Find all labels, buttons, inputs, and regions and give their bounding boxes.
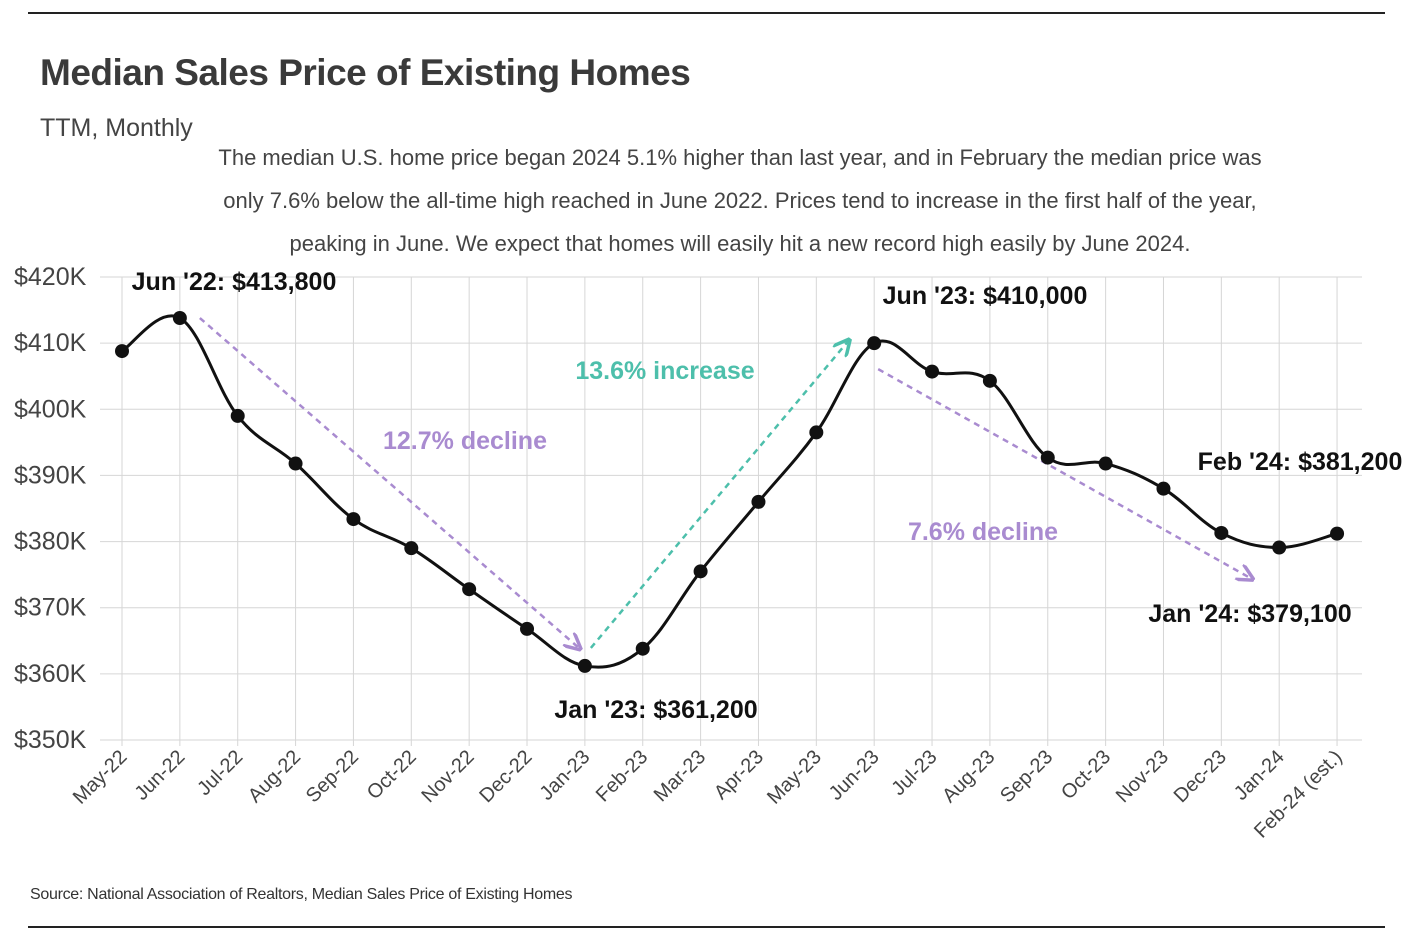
data-point [1098,456,1113,471]
trend-arrow [877,368,1251,578]
x-tick-label: May-23 [763,746,826,809]
x-tick-label: Sep-23 [996,746,1057,807]
data-point [809,425,824,440]
x-tick-label: Dec-22 [475,746,536,807]
data-point [1272,540,1287,555]
data-point [867,336,882,351]
data-callout: Jun '23: $410,000 [883,282,1088,310]
data-point [982,373,997,388]
x-tick-label: Mar-23 [650,746,710,806]
source-note: Source: National Association of Realtors… [30,886,573,903]
data-callout: Feb '24: $381,200 [1198,448,1403,476]
x-tick-label: Apr-23 [710,746,768,804]
data-point [115,344,129,359]
trend-label: 7.6% decline [908,518,1058,546]
trend-arrow [589,341,848,649]
y-tick-label: $350K [14,726,87,754]
data-point [1330,526,1345,541]
data-point [172,311,187,326]
y-tick-label: $410K [14,329,87,357]
y-tick-label: $370K [14,594,87,622]
x-tick-label: Oct-23 [1057,746,1115,804]
x-tick-label: Jun-23 [825,746,884,805]
chart-title: Median Sales Price of Existing Homes [40,52,691,93]
y-tick-label: $390K [14,461,87,489]
data-point [346,512,361,527]
data-point [288,456,303,471]
top-rule [28,12,1385,14]
bottom-rule [28,926,1385,928]
data-point [404,541,419,556]
data-point [1156,481,1171,496]
chart-subtitle: TTM, Monthly [40,114,193,142]
chart-description: The median U.S. home price began 2024 5.… [218,145,1262,256]
x-tick-label: Nov-22 [418,746,479,807]
trend-label: 13.6% increase [575,357,754,385]
data-point [520,621,535,636]
data-point [693,564,708,579]
x-tick-label: Jan-23 [536,746,595,805]
y-tick-label: $400K [14,395,87,423]
x-tick-label: Jul-22 [193,746,247,800]
data-point [462,582,477,597]
y-tick-label: $360K [14,660,87,688]
trend-arrow [199,317,579,648]
x-tick-label: Jul-23 [887,746,941,800]
data-point [577,658,592,673]
data-callout: Jan '24: $379,100 [1148,600,1351,628]
data-point [925,364,940,379]
x-tick-label: Nov-23 [1112,746,1173,807]
data-point [1214,525,1229,540]
y-tick-label: $380K [14,528,87,556]
data-callout: Jun '22: $413,800 [132,268,337,296]
trend-label: 12.7% decline [383,427,547,455]
y-tick-label: $420K [14,263,87,291]
x-tick-label: Oct-22 [363,746,421,804]
x-tick-label: Sep-22 [302,746,363,807]
x-tick-label: Aug-22 [244,746,305,807]
x-tick-label: Jun-22 [131,746,190,805]
data-point [1040,450,1055,465]
x-tick-label: May-22 [69,746,132,809]
data-point [230,408,245,423]
data-point [751,494,766,509]
x-tick-label: Dec-23 [1170,746,1231,807]
data-callout: Jan '23: $361,200 [554,696,757,724]
x-tick-label: Feb-23 [592,746,652,806]
data-point [635,641,650,656]
x-tick-label: Aug-23 [938,746,999,807]
